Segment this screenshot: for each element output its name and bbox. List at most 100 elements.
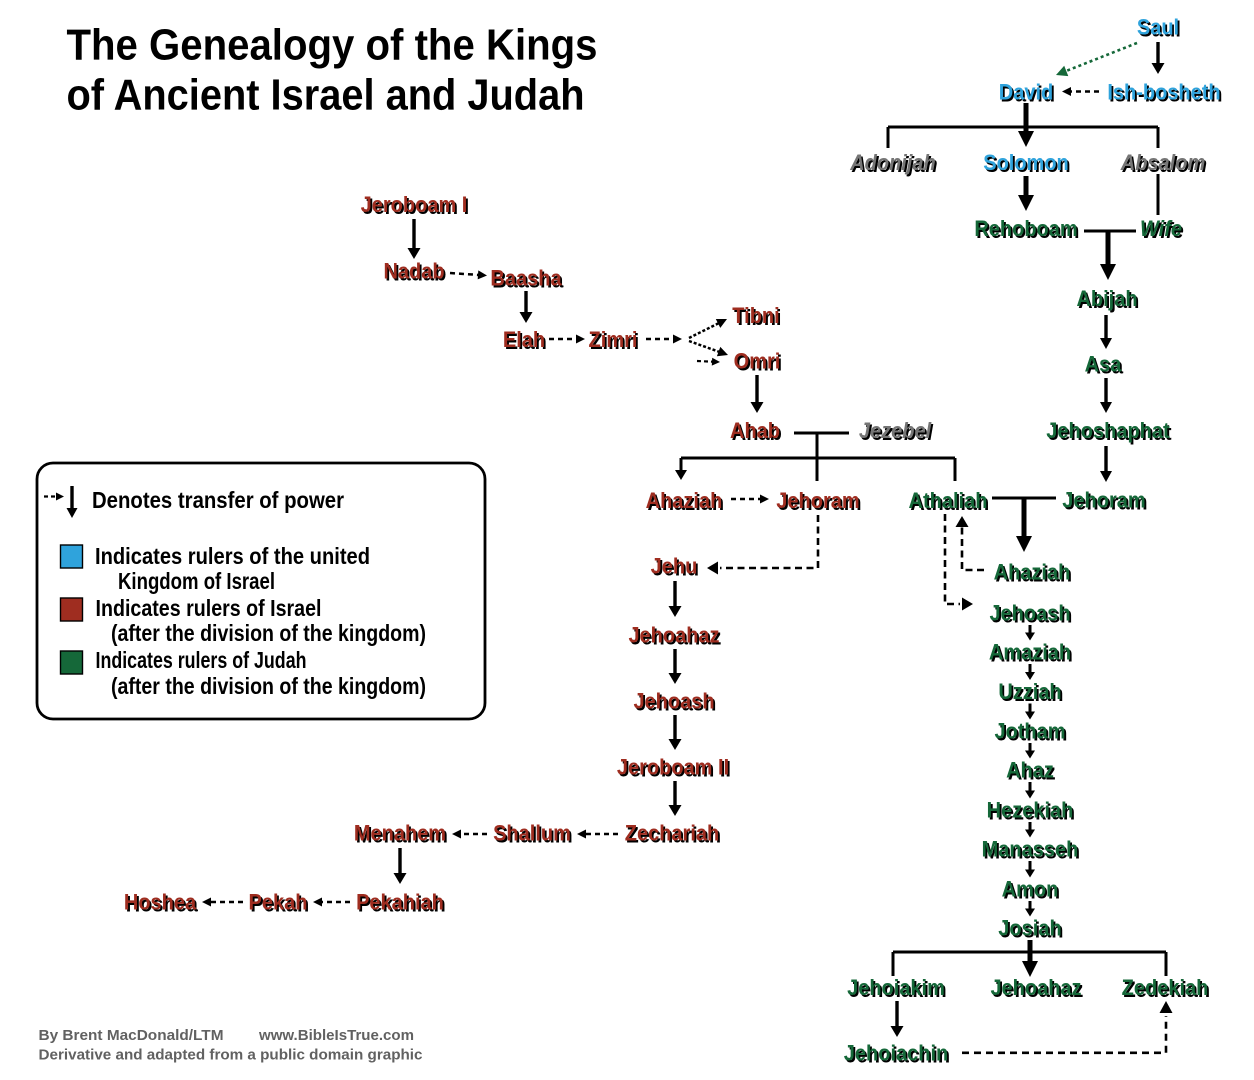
svg-text:Ahaziah: Ahaziah	[647, 490, 724, 515]
svg-text:Jehoahaz: Jehoahaz	[992, 977, 1083, 1002]
svg-text:Shallum: Shallum	[493, 821, 571, 846]
svg-text:Manasseh: Manasseh	[983, 838, 1080, 863]
svg-text:of Ancient Israel and Judah: of Ancient Israel and Judah	[67, 71, 585, 120]
svg-text:Jeroboam I: Jeroboam I	[361, 192, 468, 217]
svg-text:Elah: Elah	[505, 329, 547, 354]
svg-text:Shallum: Shallum	[495, 822, 573, 847]
svg-text:Rehoboam: Rehoboam	[976, 218, 1079, 243]
svg-text:Zechariah: Zechariah	[625, 821, 720, 846]
svg-text:Uzziah: Uzziah	[998, 679, 1061, 704]
svg-text:Jotham: Jotham	[996, 720, 1067, 745]
svg-text:Uzziah: Uzziah	[1000, 681, 1063, 706]
svg-text:Hezekiah: Hezekiah	[988, 799, 1075, 824]
svg-text:Derivative and adapted from a: Derivative and adapted from a public dom…	[39, 1048, 423, 1064]
svg-text:Jehu: Jehu	[652, 555, 699, 580]
svg-text:Jehoiachin: Jehoiachin	[846, 1042, 951, 1067]
svg-text:Jehoshaphat: Jehoshaphat	[1046, 418, 1170, 443]
svg-text:Absalom: Absalom	[1120, 150, 1205, 175]
svg-text:Zedekiah: Zedekiah	[1123, 977, 1210, 1002]
svg-text:Zedekiah: Zedekiah	[1122, 975, 1209, 1000]
svg-text:Jehoram: Jehoram	[1064, 489, 1147, 514]
svg-text:Jehoiakim: Jehoiakim	[849, 977, 947, 1002]
svg-text:Jehoash: Jehoash	[633, 689, 714, 714]
svg-text:Denotes transfer of power: Denotes transfer of power	[92, 487, 344, 513]
svg-text:(after the division of the kin: (after the division of the kingdom)	[111, 673, 426, 699]
svg-text:Amaziah: Amaziah	[989, 640, 1071, 665]
svg-text:Omri: Omri	[735, 350, 782, 375]
svg-text:Asa: Asa	[1086, 353, 1123, 378]
svg-text:Amon: Amon	[1002, 877, 1059, 902]
svg-text:Jeroboam I: Jeroboam I	[362, 194, 469, 219]
svg-text:Baasha: Baasha	[492, 267, 564, 292]
svg-text:Tibni: Tibni	[734, 305, 781, 330]
svg-text:Pekahiah: Pekahiah	[358, 891, 446, 916]
svg-text:Jezebel: Jezebel	[861, 420, 934, 445]
svg-text:By Brent MacDonald/LTM: By Brent MacDonald/LTM	[39, 1028, 224, 1044]
svg-text:Jehoahaz: Jehoahaz	[628, 623, 719, 648]
svg-text:Nadab: Nadab	[383, 259, 444, 284]
svg-text:Baasha: Baasha	[490, 266, 562, 291]
svg-text:Ahab: Ahab	[732, 420, 782, 445]
svg-text:Jotham: Jotham	[994, 719, 1065, 744]
svg-text:Jeroboam II: Jeroboam II	[619, 756, 731, 781]
svg-text:Jehoram: Jehoram	[778, 490, 861, 515]
svg-text:Wife: Wife	[1140, 216, 1182, 241]
svg-text:Athaliah: Athaliah	[909, 488, 988, 513]
svg-text:Jezebel: Jezebel	[859, 418, 932, 443]
svg-text:Zimri: Zimri	[590, 329, 639, 354]
svg-text:Jehoahaz: Jehoahaz	[630, 624, 721, 649]
svg-text:Pekahiah: Pekahiah	[356, 890, 444, 915]
svg-text:Nadab: Nadab	[385, 260, 446, 285]
svg-text:Jehoiachin: Jehoiachin	[844, 1041, 949, 1066]
svg-text:(after the division of the kin: (after the division of the kingdom)	[111, 620, 426, 646]
svg-text:Pekah: Pekah	[249, 890, 308, 915]
svg-text:Rehoboam: Rehoboam	[974, 216, 1077, 241]
svg-text:The Genealogy of the Kings: The Genealogy of the Kings	[67, 21, 598, 70]
svg-text:Elah: Elah	[503, 327, 545, 352]
svg-text:www.BibleIsTrue.com: www.BibleIsTrue.com	[258, 1028, 414, 1044]
svg-text:Jehoash: Jehoash	[989, 601, 1070, 626]
svg-text:Zimri: Zimri	[589, 327, 638, 352]
svg-text:Josiah: Josiah	[1000, 917, 1063, 942]
svg-text:Indicates rulers of Judah: Indicates rulers of Judah	[96, 647, 307, 673]
svg-text:Ish-bosheth: Ish-bosheth	[1107, 80, 1220, 105]
svg-text:David: David	[1001, 81, 1056, 106]
svg-text:Jehoram: Jehoram	[1062, 488, 1145, 513]
svg-text:Abijah: Abijah	[1076, 286, 1137, 311]
svg-text:Tibni: Tibni	[732, 303, 779, 328]
svg-text:Jehoram: Jehoram	[776, 488, 859, 513]
svg-text:Adonijah: Adonijah	[851, 152, 937, 177]
svg-text:Ish-bosheth: Ish-bosheth	[1109, 81, 1222, 106]
svg-text:Indicates rulers of Israel: Indicates rulers of Israel	[96, 595, 322, 621]
svg-text:Jehoshaphat: Jehoshaphat	[1048, 420, 1172, 445]
svg-text:Ahaziah: Ahaziah	[995, 561, 1072, 586]
svg-text:Jehoahaz: Jehoahaz	[990, 975, 1081, 1000]
svg-text:Hoshea: Hoshea	[126, 891, 199, 916]
svg-text:Saul: Saul	[1139, 16, 1181, 41]
svg-text:Saul: Saul	[1137, 15, 1179, 40]
svg-text:Athaliah: Athaliah	[910, 490, 989, 515]
svg-text:Omri: Omri	[734, 349, 781, 374]
svg-text:Menahem: Menahem	[356, 822, 448, 847]
svg-text:Jehoiakim: Jehoiakim	[847, 975, 945, 1000]
svg-text:Abijah: Abijah	[1078, 288, 1139, 313]
svg-text:Ahab: Ahab	[730, 418, 780, 443]
svg-text:Jeroboam II: Jeroboam II	[617, 755, 729, 780]
svg-text:Solomon: Solomon	[985, 152, 1071, 177]
svg-text:Hoshea: Hoshea	[124, 890, 197, 915]
svg-text:Jehu: Jehu	[651, 554, 698, 579]
svg-text:Amaziah: Amaziah	[991, 641, 1073, 666]
svg-text:Jehoash: Jehoash	[635, 690, 716, 715]
svg-text:Manasseh: Manasseh	[982, 837, 1079, 862]
svg-text:Amon: Amon	[1003, 878, 1060, 903]
svg-text:Solomon: Solomon	[983, 150, 1069, 175]
svg-text:Ahaz: Ahaz	[1006, 758, 1054, 783]
svg-text:Pekah: Pekah	[250, 891, 309, 916]
svg-text:Ahaziah: Ahaziah	[994, 560, 1071, 585]
svg-text:Indicates rulers of the united: Indicates rulers of the united	[95, 543, 370, 569]
svg-text:Kingdom of Israel: Kingdom of Israel	[118, 568, 275, 594]
svg-text:Adonijah: Adonijah	[849, 150, 935, 175]
svg-text:Menahem: Menahem	[354, 821, 446, 846]
svg-text:Zechariah: Zechariah	[627, 822, 722, 847]
svg-text:Asa: Asa	[1085, 352, 1122, 377]
